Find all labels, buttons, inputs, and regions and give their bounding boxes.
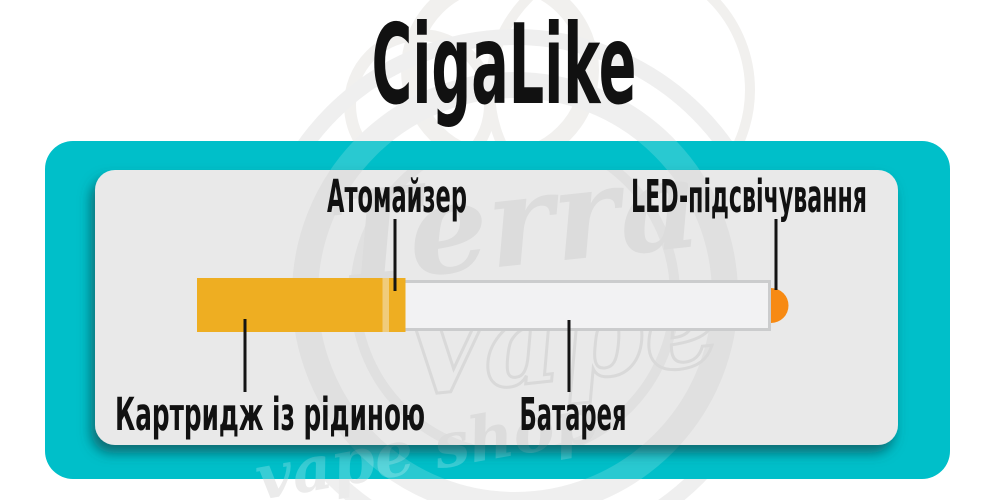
atomizer-label: Атомайзер xyxy=(327,170,467,223)
led-label: LED-підсвічування xyxy=(631,170,867,223)
cartridge-label: Картридж із рідиною xyxy=(115,388,425,441)
cartridge-section xyxy=(197,278,383,332)
page-title: CigaLike xyxy=(372,1,637,130)
watermark-word-vape: Vape xyxy=(393,252,726,426)
battery-label: Батарея xyxy=(520,388,627,441)
battery-tube xyxy=(401,280,771,331)
cigalike-device xyxy=(197,278,789,332)
atomizer-section xyxy=(389,278,406,332)
cartridge-divider-stripe xyxy=(382,278,389,332)
